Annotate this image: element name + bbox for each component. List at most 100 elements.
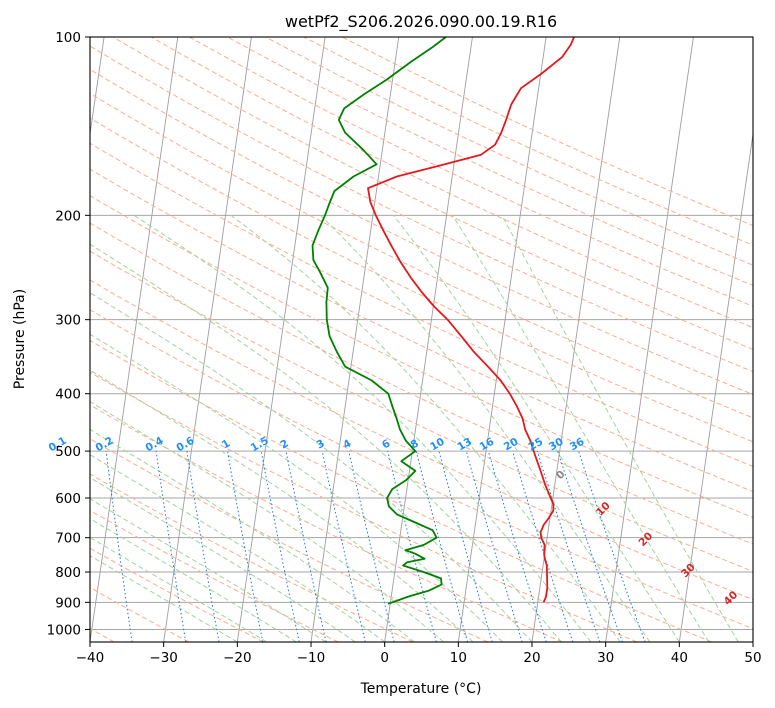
- moist-adiabat-line: [90, 477, 356, 642]
- isotherm-line: [384, 37, 473, 642]
- isotherm-line: [90, 37, 105, 138]
- mixing-ratio-line: [321, 450, 366, 642]
- mixing-ratio-line: [557, 450, 623, 642]
- x-tick-label: 0: [380, 650, 389, 666]
- mixing-ratio-line: [512, 450, 574, 642]
- isotherm-line: [752, 638, 753, 642]
- line-labels: 0.10.20.40.611.52346810131620253036-100-…: [47, 435, 741, 608]
- moist-adiabat-line: [90, 333, 503, 642]
- dry-adiabat-line: [90, 92, 753, 419]
- dry-adiabat-line: [90, 168, 753, 493]
- y-tick-label: 500: [55, 444, 81, 460]
- x-tick-label: −10: [297, 650, 326, 666]
- moist-adiabat-line: [452, 215, 710, 642]
- moist-adiabat-line: [90, 369, 474, 642]
- mixing-ratio-label: 3: [315, 437, 327, 451]
- moist-adiabat-line: [320, 214, 651, 642]
- mixing-ratio-line: [227, 451, 264, 642]
- x-tick-label: −30: [149, 650, 178, 666]
- dry-adiabat-line: [90, 547, 264, 642]
- x-tick-label: −20: [223, 650, 252, 666]
- profile-lines: [311, 37, 575, 605]
- dry-adiabat-line: [90, 68, 753, 396]
- x-tick-label: 50: [744, 650, 761, 666]
- y-tick-label: 900: [55, 595, 81, 611]
- moist-adiabat-line: [90, 428, 415, 642]
- x-tick-label: 30: [597, 650, 614, 666]
- dry-adiabat-line: [90, 371, 638, 642]
- isotherm-line: [236, 37, 326, 642]
- y-tick-label: 300: [55, 313, 81, 329]
- moist-adiabat-line: [90, 401, 444, 642]
- dry-adiabat-line: [90, 45, 753, 373]
- moist-adiabat-line: [90, 536, 268, 642]
- isotherm-line: [678, 130, 753, 642]
- axes: −40 −30 −20 −10 0 10 20 30 40 5010020030040050060…: [47, 30, 762, 666]
- dry-adiabat-line: [90, 142, 753, 467]
- isotherm-line: [90, 37, 179, 642]
- moist-adiabat-line: [230, 214, 621, 642]
- x-tick-label: −40: [76, 650, 105, 666]
- mixing-ratio-line: [536, 450, 601, 642]
- x-tick-label: 40: [671, 650, 688, 666]
- mixing-ratio-label: 1: [220, 437, 232, 451]
- background-lines: [90, 37, 753, 642]
- moist-adiabat-line: [501, 215, 739, 642]
- mixing-ratio-line: [260, 451, 300, 642]
- moist-adiabat-label: 30: [679, 561, 698, 580]
- dry-adiabat-line: [90, 117, 753, 443]
- isotherm-line: [310, 37, 400, 642]
- dry-adiabat-line: [90, 339, 712, 642]
- x-tick-label: 10: [450, 650, 467, 666]
- mixing-ratio-label: 4: [341, 437, 353, 451]
- moist-adiabat-line: [90, 555, 238, 642]
- moist-adiabat-label: 40: [721, 589, 740, 608]
- dry-adiabat-line: [90, 250, 753, 572]
- moist-adiabat-line: [90, 498, 326, 642]
- y-axis-label: Pressure (hPa): [12, 289, 28, 389]
- y-tick-label: 600: [55, 491, 81, 507]
- dry-adiabat-line: [90, 309, 753, 630]
- moist-adiabat-line: [90, 454, 385, 642]
- mixing-ratio-line: [387, 450, 437, 642]
- mixing-ratio-line: [105, 451, 133, 642]
- y-tick-label: 1000: [47, 622, 81, 638]
- y-tick-label: 800: [55, 565, 81, 581]
- moist-adiabat-line: [393, 214, 680, 642]
- dry-adiabat-line: [90, 279, 753, 601]
- temperature-profile-line: [367, 37, 575, 603]
- mixing-ratio-line: [285, 451, 327, 642]
- plot-frame: [89, 36, 754, 643]
- moist-adiabat-line: [90, 518, 297, 642]
- dry-adiabat-line: [90, 222, 753, 545]
- dry-adiabat-line: [90, 473, 414, 642]
- mixing-ratio-line: [487, 450, 547, 642]
- chart-title: wetPf2_S206.2026.090.00.19.R16: [285, 12, 557, 32]
- moist-adiabat-line: [90, 243, 562, 642]
- moist-adiabat-line: [133, 214, 592, 642]
- mixing-ratio-line: [415, 450, 468, 642]
- mixing-ratio-line: [348, 450, 395, 642]
- moist-adiabat-label: 20: [636, 530, 655, 549]
- moist-adiabat-line: [90, 292, 533, 642]
- moist-adiabat-label: 10: [594, 500, 613, 519]
- isotherm-line: [531, 37, 621, 642]
- y-tick-label: 400: [55, 387, 81, 403]
- isotherm-line: [163, 37, 252, 642]
- mixing-ratio-line: [155, 451, 187, 642]
- moist-adiabat-label: 0: [554, 468, 568, 482]
- mixing-ratio-line: [578, 450, 646, 642]
- y-tick-label: 100: [55, 30, 81, 46]
- y-tick-label: 200: [55, 208, 81, 224]
- isotherm-line: [605, 37, 694, 642]
- dry-adiabat-line: [227, 37, 753, 287]
- isotherm-line: [457, 37, 547, 642]
- mixing-ratio-line: [186, 451, 220, 642]
- y-tick-label: 700: [55, 531, 81, 547]
- dry-adiabat-line: [90, 438, 488, 642]
- dewpoint-profile-line: [311, 37, 447, 605]
- dry-adiabat-line: [90, 586, 190, 642]
- dry-adiabat-line: [90, 195, 753, 519]
- x-tick-label: 20: [523, 650, 540, 666]
